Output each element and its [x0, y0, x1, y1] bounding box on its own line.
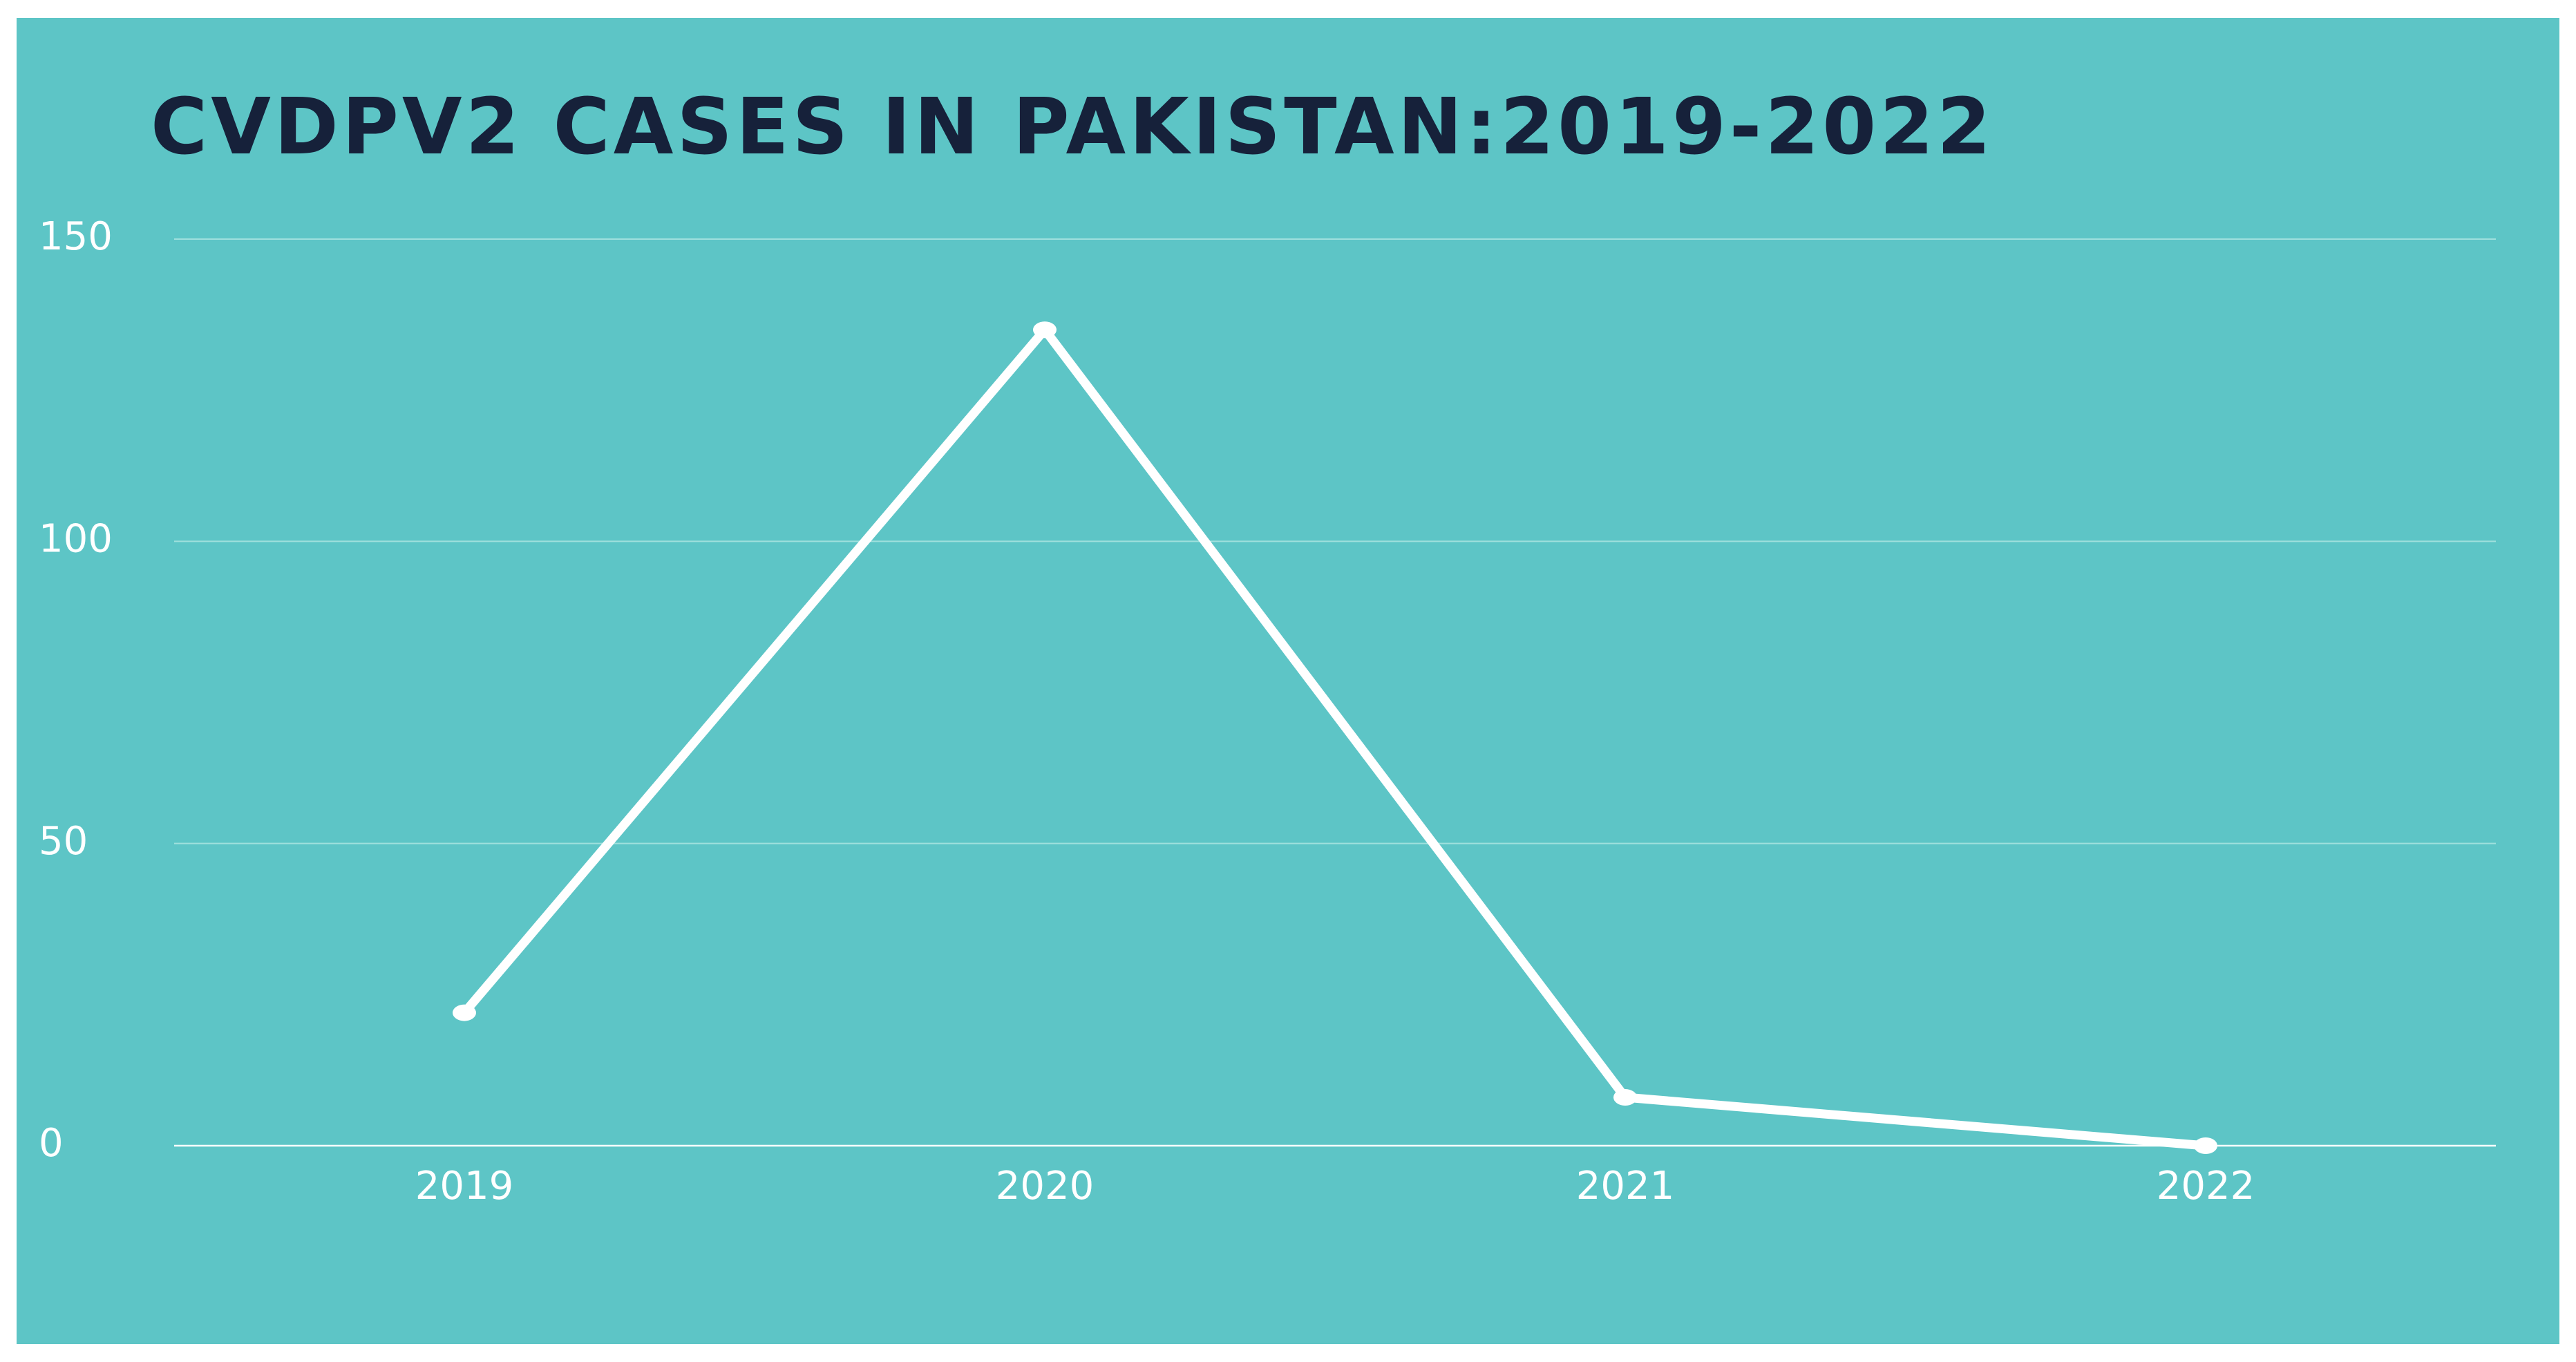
x-tick-label: 2021 — [1576, 1164, 1675, 1209]
x-tick-label: 2022 — [2157, 1164, 2255, 1209]
x-tick-label: 2020 — [996, 1164, 1095, 1209]
data-point — [1613, 1089, 1637, 1106]
y-tick-label: 0 — [39, 1121, 64, 1166]
series-line — [460, 325, 2210, 1151]
x-tick-label: 2019 — [415, 1164, 514, 1209]
y-tick-label: 50 — [39, 819, 88, 864]
chart-title: CVDPV2 CASES IN PAKISTAN:2019-2022 — [151, 82, 1995, 172]
y-axis-ticks: 0 50 100 150 — [39, 214, 113, 1166]
data-point — [2194, 1137, 2217, 1154]
data-point — [1033, 321, 1057, 339]
data-point — [453, 1004, 476, 1021]
y-tick-label: 150 — [39, 214, 113, 259]
x-axis-ticks: 2019 2020 2021 2022 — [415, 1164, 2255, 1209]
grid-lines — [174, 238, 2496, 1147]
data-points — [453, 321, 2217, 1154]
series — [460, 325, 2210, 1151]
y-tick-label: 100 — [39, 516, 113, 561]
